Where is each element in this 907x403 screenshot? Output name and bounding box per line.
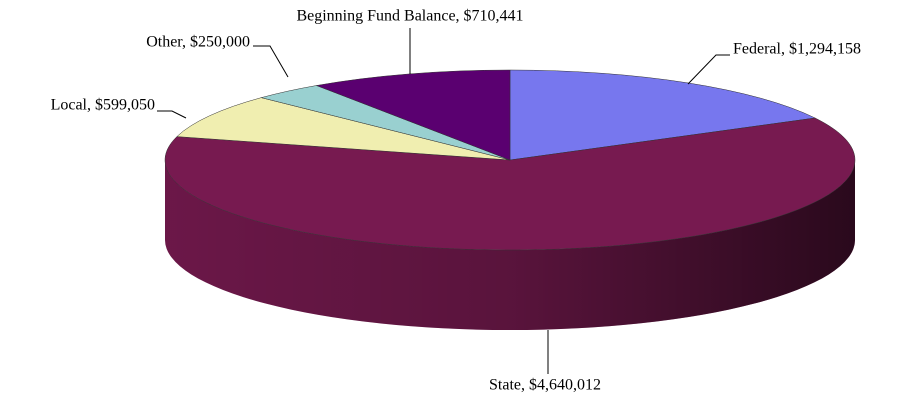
slice <box>315 69 511 161</box>
data-label: Federal, $1,294,158 <box>733 41 861 58</box>
data-label: Other, $250,000 <box>146 34 250 51</box>
slice <box>176 97 511 161</box>
data-label: Local, $599,050 <box>51 97 155 114</box>
data-label: State, $4,640,012 <box>489 377 601 394</box>
leader-line <box>687 54 730 85</box>
leader-line <box>253 45 289 78</box>
slice <box>164 117 856 251</box>
slice-side-shade <box>165 160 855 330</box>
slice <box>509 69 816 161</box>
leader-line <box>157 110 187 119</box>
data-label: Beginning Fund Balance, $710,441 <box>296 8 523 25</box>
